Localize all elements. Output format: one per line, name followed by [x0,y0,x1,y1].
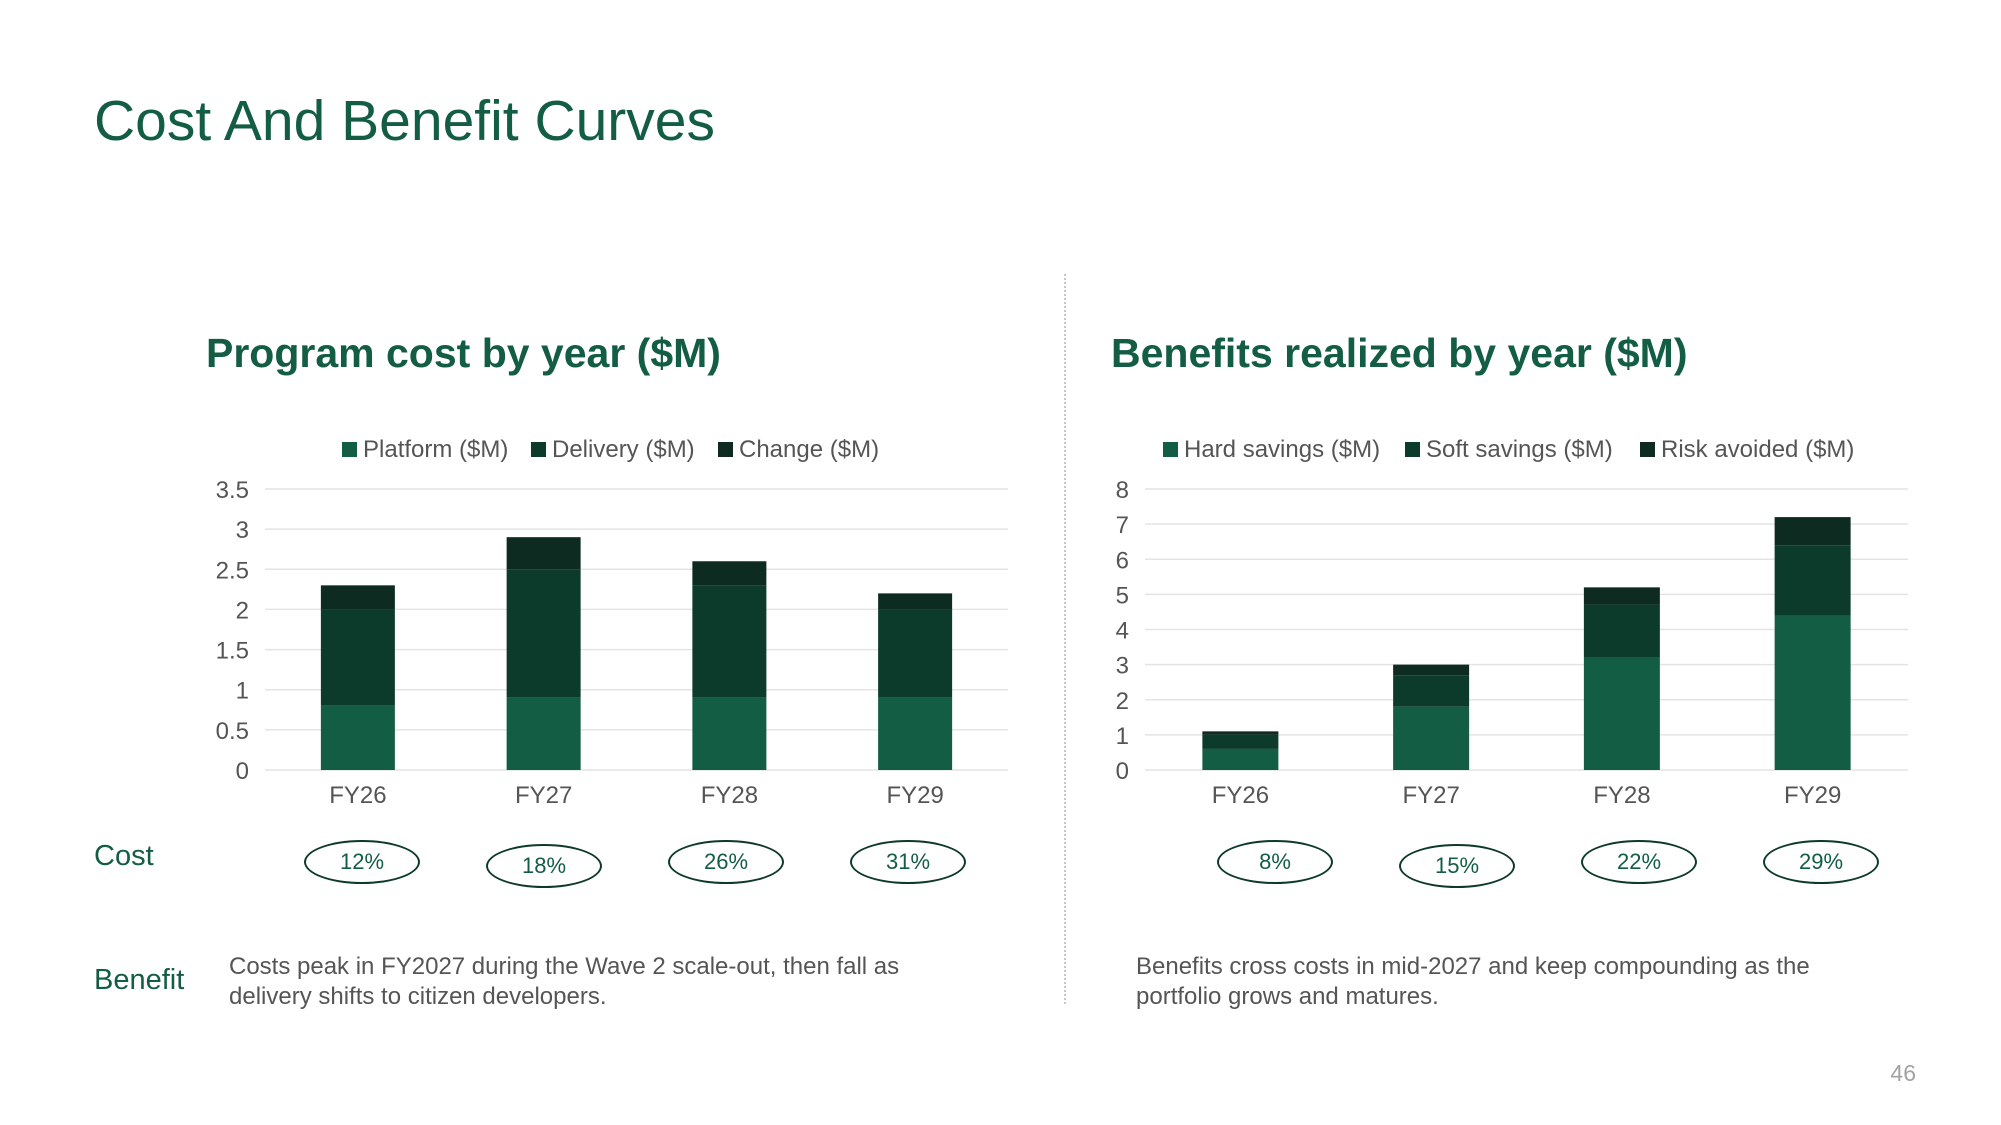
y-tick-label: 2.5 [216,557,249,584]
y-tick-label: 4 [1116,618,1129,645]
benefit-percentage-oval: 22% [1581,840,1697,884]
bar-segment [1393,664,1470,676]
bar-segment [878,593,953,610]
y-tick-label: 0.5 [216,718,249,745]
cost-percentage-oval: 12% [304,840,420,884]
legend-swatch [342,442,357,457]
slide-title: Cost And Benefit Curves [94,89,715,153]
panel-divider [1064,274,1066,1004]
bar-segment [1202,748,1279,770]
y-tick-label: 2 [1116,688,1129,715]
cost-percentage-oval: 26% [668,840,784,884]
bar-segment [506,569,581,698]
legend-swatch [531,442,546,457]
cost-chart: 0 0.5 1 1.5 2 2.5 3 3.5 FY26 FY27 FY28 FY29 Platform… [216,436,1008,809]
y-tick-label: 5 [1116,582,1129,609]
y-tick-label: 2 [236,597,249,624]
benefit-percentage-oval: 8% [1217,840,1333,884]
bar-segment [1774,545,1851,616]
legend-label: Soft savings ($M) [1426,436,1613,463]
bar-segment [1774,615,1851,770]
bar-segment [506,537,581,570]
legend-label: Change ($M) [739,436,879,463]
bar-segment [878,697,953,770]
x-tick-label: FY26 [329,782,386,809]
benefit-chart: 0 1 2 3 4 5 6 7 8 FY26 FY27 FY28 FY29 Hard savings ($… [1116,436,1908,809]
bar-segment [1202,731,1279,735]
y-tick-label: 1.5 [216,638,249,665]
cost-percentage-oval: 31% [850,840,966,884]
cost-caption: Costs peak in FY2027 during the Wave 2 s… [229,953,900,1010]
benefit-chart-title: Benefits realized by year ($M) [1111,330,1688,376]
cost-row-label: Cost [94,840,154,872]
benefit-percentage-oval: 15% [1399,844,1515,888]
cost-percentage-oval: 18% [486,844,602,888]
y-tick-label: 1 [236,678,249,705]
bar-segment [1393,675,1470,707]
y-tick-label: 0 [236,758,249,785]
benefit-row-label: Benefit [94,964,185,996]
x-tick-label: FY28 [701,782,758,809]
page-number: 46 [1890,1060,1916,1086]
y-tick-label: 7 [1116,512,1129,539]
legend-label: Platform ($M) [363,436,508,463]
bar-segment [1774,517,1851,546]
legend-label: Hard savings ($M) [1184,436,1380,463]
y-tick-label: 3 [236,517,249,544]
y-tick-label: 3 [1116,653,1129,680]
benefit-caption: Benefits cross costs in mid-2027 and kee… [1136,953,1810,1010]
bar-segment [692,561,767,586]
bar-segment [1202,734,1279,749]
legend-swatch [1163,442,1178,457]
x-tick-label: FY27 [515,782,572,809]
bar-segment [1393,706,1470,770]
y-tick-label: 0 [1116,758,1129,785]
bar-segment [1583,587,1660,605]
x-tick-label: FY26 [1212,782,1269,809]
bar-segment [692,585,767,698]
legend-label: Risk avoided ($M) [1661,436,1854,463]
bar-segment [320,585,395,610]
legend-swatch [718,442,733,457]
bar-segment [506,697,581,770]
bar-segment [878,609,953,698]
bar-segment [1583,657,1660,770]
x-tick-label: FY29 [886,782,943,809]
y-tick-label: 6 [1116,547,1129,574]
x-tick-label: FY29 [1784,782,1841,809]
bar-segment [320,705,395,770]
bar-segment [1583,604,1660,658]
x-tick-label: FY28 [1593,782,1650,809]
bar-segment [692,697,767,770]
cost-chart-title: Program cost by year ($M) [206,330,721,376]
y-tick-label: 3.5 [216,477,249,504]
legend-label: Delivery ($M) [552,436,695,463]
legend-swatch [1640,442,1655,457]
legend-swatch [1405,442,1420,457]
bar-segment [320,609,395,706]
x-tick-label: FY27 [1402,782,1459,809]
y-tick-label: 8 [1116,477,1129,504]
y-tick-label: 1 [1116,723,1129,750]
benefit-percentage-oval: 29% [1763,840,1879,884]
